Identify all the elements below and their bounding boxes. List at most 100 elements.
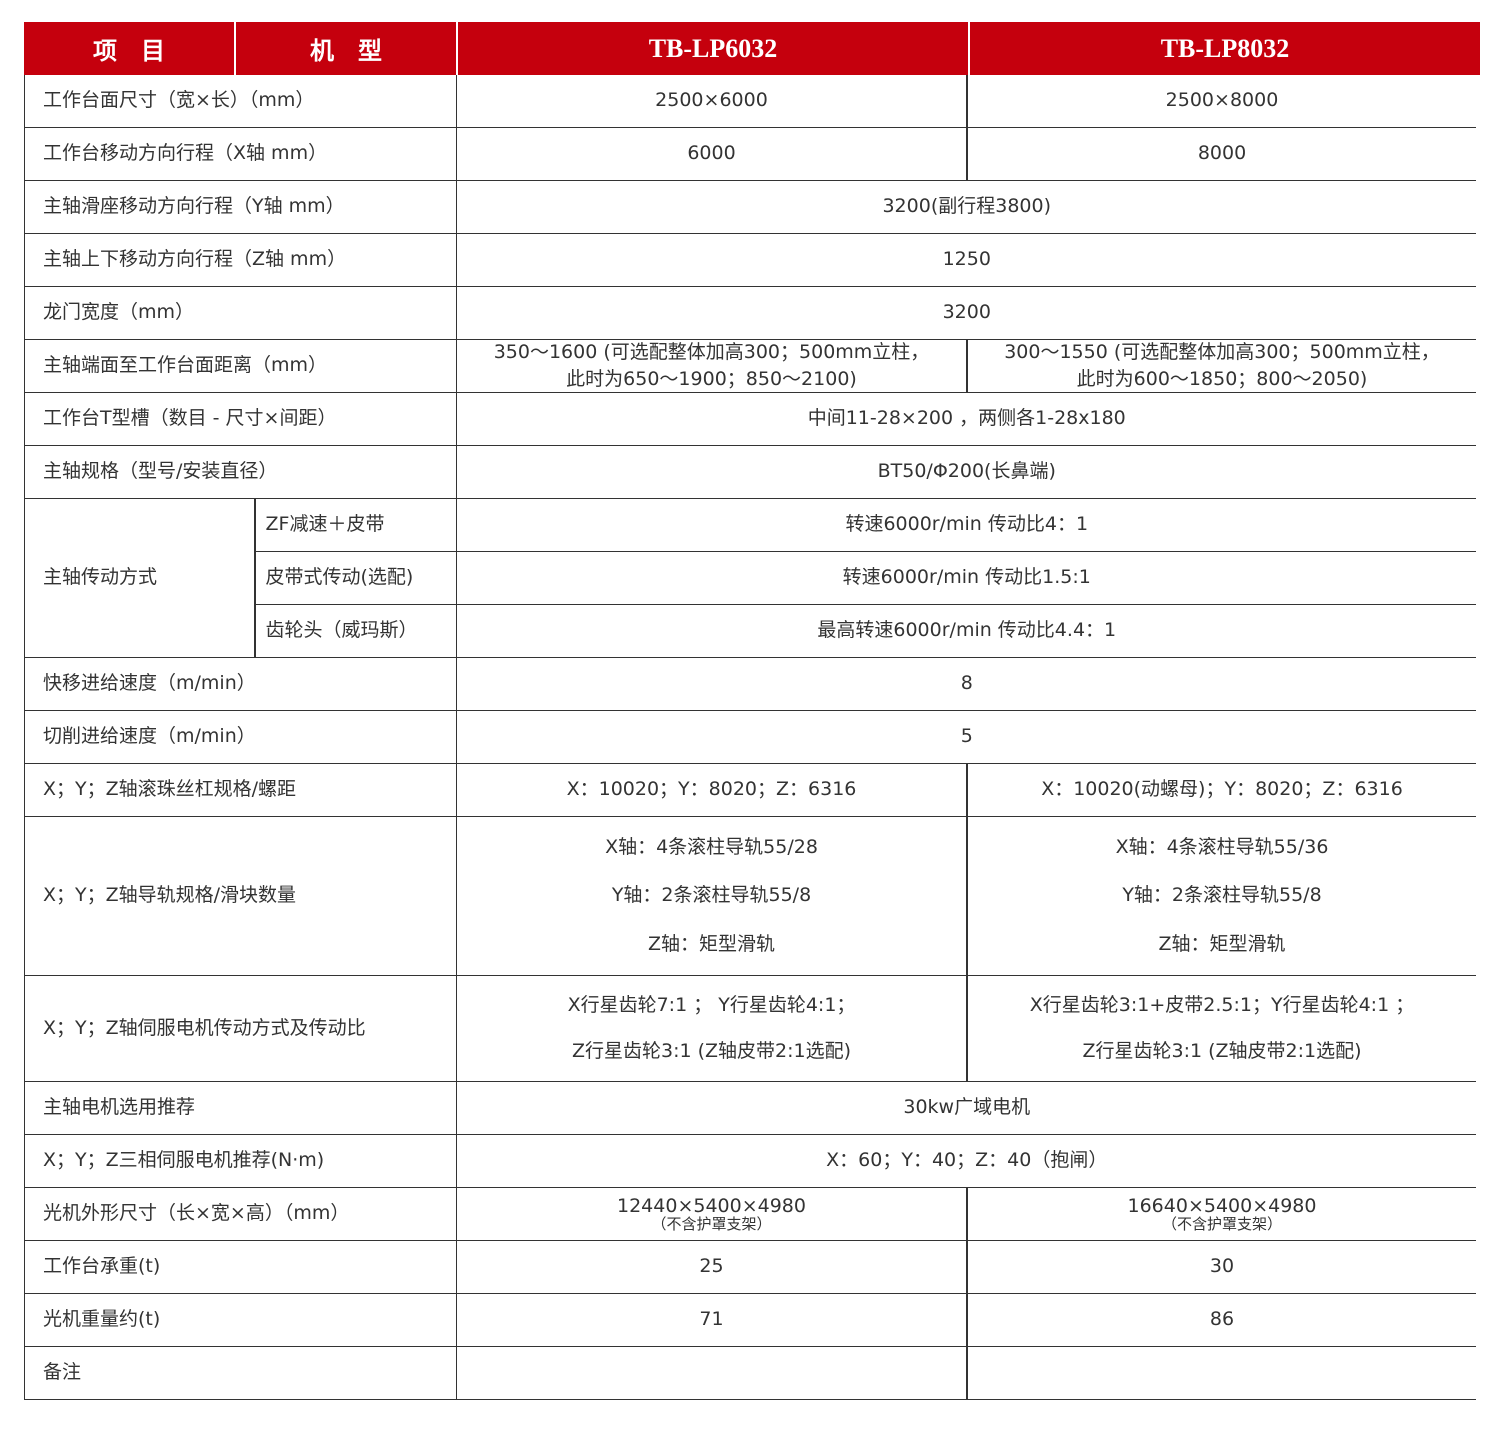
sub-label: 齿轮头（威玛斯）	[255, 605, 456, 657]
value-cell: 转速6000r/min 传动比4：1	[457, 499, 1477, 551]
value-cell-1: 71	[457, 1294, 966, 1346]
value-text: Y轴：2条滚柱导轨55/8	[611, 884, 812, 907]
value-cell: 中间11-28×200 ，两侧各1-28x180	[457, 393, 1477, 445]
value-cell: X：60；Y：40；Z：40（抱闸）	[457, 1135, 1477, 1187]
row-label: 光机重量约(t)	[25, 1294, 456, 1346]
value-cell: 3200(副行程3800)	[457, 181, 1477, 233]
value-text: 3200	[942, 301, 991, 324]
row-label: X；Y；Z三相伺服电机推荐(N·m)	[25, 1135, 456, 1187]
value-text: X轴：4条滚柱导轨55/36	[1115, 835, 1329, 858]
value-text: 转速6000r/min 传动比4：1	[845, 513, 1089, 536]
row-label: 工作台承重(t)	[25, 1241, 456, 1293]
value-text: 30kw广域电机	[903, 1096, 1031, 1119]
row-label: 切削进给速度（m/min）	[25, 711, 456, 763]
value-text: 30	[1209, 1255, 1235, 1278]
value-cell-1: X轴：4条滚柱导轨55/28 Y轴：2条滚柱导轨55/8 Z轴：矩型滑轨	[457, 817, 966, 975]
value-cell: 最高转速6000r/min 传动比4.4：1	[457, 605, 1477, 657]
value-text: 最高转速6000r/min 传动比4.4：1	[817, 619, 1117, 642]
value-text: X：10020；Y：8020；Z：6316	[566, 778, 857, 801]
row-label-text: 龙门宽度（mm）	[43, 301, 195, 324]
row-label-text: 切削进给速度（m/min）	[43, 725, 256, 748]
value-cell-1: 350～1600 (可选配整体加高300；500mm立柱， 此时为650～1900…	[457, 340, 966, 392]
value-cell-2: X轴：4条滚柱导轨55/36 Y轴：2条滚柱导轨55/8 Z轴：矩型滑轨	[967, 817, 1477, 975]
header-item: 项 目	[24, 22, 234, 75]
value-text: Y轴：2条滚柱导轨55/8	[1122, 884, 1322, 907]
row-label-text: 工作台移动方向行程（X轴 mm）	[43, 142, 328, 165]
value-text: BT50/Φ200(长鼻端)	[877, 460, 1056, 483]
row-label-text: 快移进给速度（m/min）	[43, 672, 256, 695]
value-cell-2: 2500×8000	[967, 75, 1477, 127]
row-label-text: X；Y；Z轴滚珠丝杠规格/螺距	[43, 778, 297, 801]
value-cell-2: 8000	[967, 128, 1477, 180]
row-label: 龙门宽度（mm）	[25, 287, 456, 339]
value-text: X：10020(动螺母)；Y：8020；Z：6316	[1041, 778, 1403, 801]
row-label: 主轴端面至工作台面距离（mm）	[25, 340, 456, 392]
value-text: 25	[699, 1255, 724, 1278]
value-text: 6000	[687, 142, 736, 165]
value-cell-2: 86	[967, 1294, 1477, 1346]
sub-label-text: ZF减速＋皮带	[265, 513, 385, 536]
value-text: 此时为600～1850；800～2050)	[1076, 367, 1368, 390]
header-model: 机 型	[236, 22, 456, 75]
value-text: Z轴：矩型滑轨	[1158, 932, 1286, 955]
row-label-text: 工作台承重(t)	[43, 1255, 161, 1278]
value-text: 中间11-28×200 ，两侧各1-28x180	[807, 407, 1126, 430]
value-cell-1: 2500×6000	[457, 75, 966, 127]
value-text: 5	[960, 725, 973, 748]
value-text: X轴：4条滚柱导轨55/28	[605, 835, 818, 858]
value-text: 此时为650～1900；850～2100)	[566, 367, 857, 390]
value-text: X：60；Y：40；Z：40（抱闸）	[826, 1149, 1108, 1172]
row-label-text: 光机外形尺寸（长×宽×高）（mm）	[43, 1202, 350, 1225]
row-label: 工作台面尺寸（宽×长）（mm）	[25, 75, 456, 127]
value-cell: 5	[457, 711, 1477, 763]
row-label: 备注	[25, 1347, 456, 1399]
row-label: X；Y；Z轴伺服电机传动方式及传动比	[25, 976, 456, 1081]
row-label: 光机外形尺寸（长×宽×高）（mm）	[25, 1188, 456, 1240]
row-label-text: 备注	[43, 1361, 82, 1384]
value-cell-1: X：10020；Y：8020；Z：6316	[457, 764, 966, 816]
value-text: 350～1600 (可选配整体加高300；500mm立柱，	[493, 341, 930, 364]
value-text: X行星齿轮3:1+皮带2.5:1；Y行星齿轮4:1 ；	[1029, 993, 1415, 1016]
value-cell-2: X行星齿轮3:1+皮带2.5:1；Y行星齿轮4:1 ； Z行星齿轮3:1 (Z轴皮…	[967, 976, 1477, 1081]
row-label: 主轴规格（型号/安装直径）	[25, 446, 456, 498]
value-cell-1: 12440×5400×4980 （不含护罩支架）	[457, 1188, 966, 1240]
header-model-1: TB-LP6032	[458, 22, 968, 75]
row-label: 主轴滑座移动方向行程（Y轴 mm）	[25, 181, 456, 233]
row-label-text: X；Y；Z三相伺服电机推荐(N·m)	[43, 1149, 325, 1172]
value-text: X行星齿轮7:1 ； Y行星齿轮4:1；	[567, 993, 856, 1016]
spec-table: 工作台面尺寸（宽×长）（mm） 2500×6000 2500×8000 工作台移动方向…	[24, 75, 1477, 1400]
row-label: X；Y；Z轴导轨规格/滑块数量	[25, 817, 456, 975]
row-label: 主轴上下移动方向行程（Z轴 mm）	[25, 234, 456, 286]
value-text: 12440×5400×4980	[617, 1194, 806, 1217]
value-cell-1	[457, 1347, 966, 1399]
value-text: 71	[699, 1308, 724, 1331]
value-text: 8000	[1197, 142, 1247, 165]
value-text: 8	[960, 672, 973, 695]
value-cell: BT50/Φ200(长鼻端)	[457, 446, 1477, 498]
value-cell-1: X行星齿轮7:1 ； Y行星齿轮4:1； Z行星齿轮3:1 (Z轴皮带2:1选配)	[457, 976, 966, 1081]
row-label-text: 主轴电机选用推荐	[43, 1096, 196, 1119]
value-text: 86	[1209, 1308, 1235, 1331]
value-text: 1250	[942, 248, 991, 271]
note-text: （不含护罩支架）	[651, 1214, 772, 1233]
row-label: 主轴电机选用推荐	[25, 1082, 456, 1134]
value-cell-1: 6000	[457, 128, 966, 180]
sub-label-text: 皮带式传动(选配)	[265, 566, 414, 589]
value-cell-1: 25	[457, 1241, 966, 1293]
sub-label-text: 齿轮头（威玛斯）	[265, 619, 418, 642]
header-model-2: TB-LP8032	[970, 22, 1480, 75]
sub-label: ZF减速＋皮带	[255, 499, 456, 551]
value-cell-2: 16640×5400×4980 （不含护罩支架）	[967, 1188, 1477, 1240]
row-label-text: 主轴端面至工作台面距离（mm）	[43, 354, 328, 377]
table-header: 项 目 机 型 TB-LP6032 TB-LP8032	[24, 22, 1480, 75]
row-label-text: X；Y；Z轴伺服电机传动方式及传动比	[43, 1016, 366, 1039]
row-label-text: 主轴传动方式	[43, 566, 158, 589]
value-cell: 转速6000r/min 传动比1.5:1	[457, 552, 1477, 604]
value-cell-2: 300～1550 (可选配整体加高300；500mm立柱， 此时为600～1850…	[967, 340, 1477, 392]
row-label: 工作台移动方向行程（X轴 mm）	[25, 128, 456, 180]
value-text: 16640×5400×4980	[1127, 1194, 1317, 1217]
row-label-text: 光机重量约(t)	[43, 1308, 161, 1331]
row-label-text: 工作台面尺寸（宽×长）（mm）	[43, 89, 315, 112]
value-text: 2500×8000	[1165, 89, 1279, 112]
value-text: Z行星齿轮3:1 (Z轴皮带2:1选配)	[1082, 1040, 1362, 1063]
